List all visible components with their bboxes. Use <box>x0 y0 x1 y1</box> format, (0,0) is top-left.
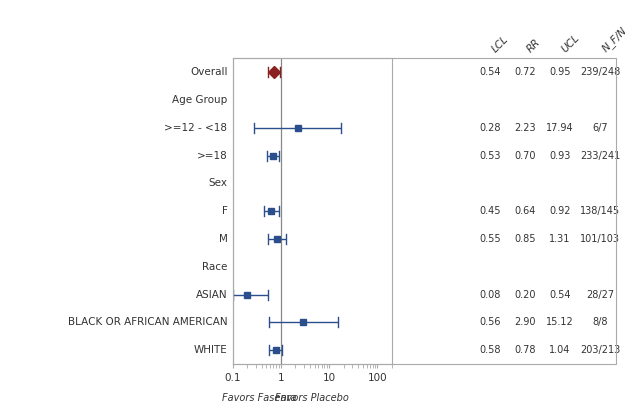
Text: 1.31: 1.31 <box>549 234 571 244</box>
Text: 0.08: 0.08 <box>479 290 501 300</box>
Text: RR: RR <box>525 37 542 54</box>
Text: 0.85: 0.85 <box>514 234 536 244</box>
Text: 8/8: 8/8 <box>592 317 608 327</box>
Text: 1.04: 1.04 <box>549 345 571 355</box>
Text: M: M <box>219 234 228 244</box>
Text: Favors Placebo: Favors Placebo <box>276 393 349 403</box>
Text: 0.45: 0.45 <box>479 206 501 216</box>
Text: 203/213: 203/213 <box>580 345 620 355</box>
Text: 6/7: 6/7 <box>592 123 608 133</box>
Text: 138/145: 138/145 <box>580 206 620 216</box>
Text: Overall: Overall <box>190 67 228 77</box>
Text: 15.12: 15.12 <box>546 317 574 327</box>
Text: 28/27: 28/27 <box>586 290 614 300</box>
Text: Favors Fasenra: Favors Fasenra <box>221 393 296 403</box>
Text: 0.20: 0.20 <box>514 290 536 300</box>
Text: 0.58: 0.58 <box>479 345 501 355</box>
Text: 0.93: 0.93 <box>549 151 571 161</box>
Text: >=12 - <18: >=12 - <18 <box>164 123 228 133</box>
Text: 239/248: 239/248 <box>580 67 620 77</box>
Text: 0.55: 0.55 <box>479 234 501 244</box>
Text: F: F <box>222 206 228 216</box>
Text: 233/241: 233/241 <box>580 151 620 161</box>
Text: 17.94: 17.94 <box>546 123 574 133</box>
Text: 0.70: 0.70 <box>514 151 536 161</box>
Text: 0.78: 0.78 <box>514 345 536 355</box>
Text: 101/103: 101/103 <box>580 234 620 244</box>
Text: 0.56: 0.56 <box>479 317 501 327</box>
Text: >=18: >=18 <box>197 151 228 161</box>
Text: WHITE: WHITE <box>194 345 228 355</box>
Text: 0.92: 0.92 <box>549 206 571 216</box>
Text: 0.64: 0.64 <box>514 206 536 216</box>
Text: 0.54: 0.54 <box>549 290 571 300</box>
Text: 0.28: 0.28 <box>479 123 501 133</box>
Text: LCL: LCL <box>490 34 511 54</box>
Text: Race: Race <box>202 262 228 272</box>
Text: UCL: UCL <box>560 32 582 54</box>
Text: Age Group: Age Group <box>173 95 228 105</box>
Text: 2.90: 2.90 <box>514 317 536 327</box>
Text: 2.23: 2.23 <box>514 123 536 133</box>
Text: ASIAN: ASIAN <box>196 290 228 300</box>
Text: BLACK OR AFRICAN AMERICAN: BLACK OR AFRICAN AMERICAN <box>68 317 228 327</box>
Text: 0.53: 0.53 <box>479 151 501 161</box>
Text: Sex: Sex <box>209 178 227 188</box>
Text: 0.72: 0.72 <box>514 67 536 77</box>
Text: N_F/N_P: N_F/N_P <box>600 17 625 54</box>
Text: 0.54: 0.54 <box>479 67 501 77</box>
Text: 0.95: 0.95 <box>549 67 571 77</box>
